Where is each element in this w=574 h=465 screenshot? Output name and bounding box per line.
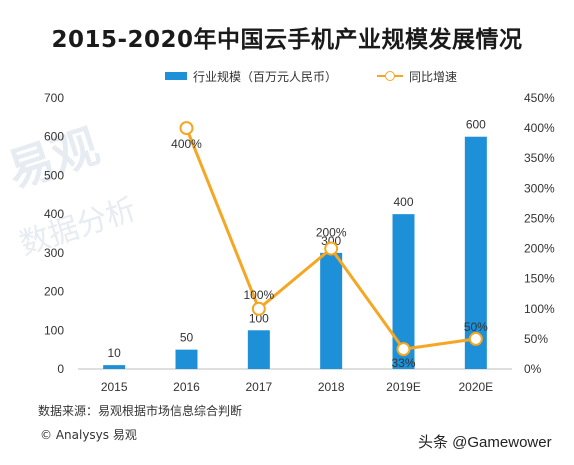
chart-title: 2015-2020年中国云手机产业规模发展情况 (51, 27, 523, 53)
legend-bar-label: 行业规模（百万元人民币） (193, 69, 338, 84)
bar-value-label: 50 (180, 331, 194, 345)
x-tick-label: 2019E (386, 380, 421, 394)
x-tick-label: 2018 (318, 380, 345, 394)
growth-value-label: 400% (171, 137, 202, 151)
legend-item-bar: 行业规模（百万元人民币） (165, 68, 337, 85)
y-left-tick-label: 700 (44, 91, 64, 105)
bar-value-label: 100 (249, 311, 269, 325)
bar (320, 252, 343, 369)
y-right-tick-label: 300% (524, 181, 555, 195)
data-source-note: 数据来源：易观根据市场信息综合判断 (38, 404, 243, 418)
y-left-tick-label: 200 (44, 285, 64, 299)
y-right-tick-label: 0% (524, 362, 542, 376)
y-right-tick-label: 400% (524, 121, 555, 135)
growth-value-label: 50% (464, 320, 488, 334)
y-right-tick-label: 100% (524, 302, 555, 316)
growth-value-label: 100% (243, 288, 274, 302)
x-tick-label: 2015 (101, 380, 128, 394)
legend-bar-swatch (165, 72, 187, 80)
bar (103, 365, 126, 369)
x-tick-label: 2017 (245, 380, 272, 394)
legend-item-line: 同比增速 (377, 68, 457, 85)
bar (175, 349, 198, 369)
legend-line-swatch (377, 71, 404, 81)
attribution-text: 头条 @Gamewower (418, 434, 552, 451)
growth-value-label: 33% (391, 356, 415, 370)
y-right-tick-label: 150% (524, 272, 555, 286)
y-left-tick-label: 600 (44, 130, 64, 144)
bar (464, 136, 487, 369)
copyright-note: © Analysys 易观 (40, 428, 137, 442)
growth-value-label: 200% (316, 226, 347, 240)
y-left-tick-label: 0 (57, 362, 64, 376)
bar-value-label: 400 (393, 195, 413, 209)
growth-point (396, 342, 411, 357)
chart-legend: 行业规模（百万元人民币） 同比增速 (165, 68, 497, 84)
y-right-tick-label: 450% (524, 91, 555, 105)
bar-value-label: 10 (107, 346, 121, 360)
growth-point (179, 121, 194, 136)
x-tick-label: 2020E (458, 380, 493, 394)
legend-line-label: 同比增速 (409, 69, 458, 84)
bar (392, 214, 415, 369)
x-tick-label: 2016 (173, 380, 200, 394)
y-left-tick-label: 400 (44, 207, 64, 221)
y-left-tick-label: 500 (44, 168, 64, 182)
y-left-tick-label: 300 (44, 246, 64, 260)
bar (247, 330, 270, 369)
bar-value-label: 600 (466, 118, 486, 132)
growth-point (251, 301, 266, 316)
y-left-tick-label: 100 (44, 323, 64, 337)
y-right-tick-label: 50% (524, 332, 548, 346)
growth-point (324, 241, 339, 256)
y-right-tick-label: 350% (524, 151, 555, 165)
y-right-tick-label: 200% (524, 242, 555, 256)
y-right-tick-label: 250% (524, 211, 555, 225)
growth-point (468, 331, 483, 346)
